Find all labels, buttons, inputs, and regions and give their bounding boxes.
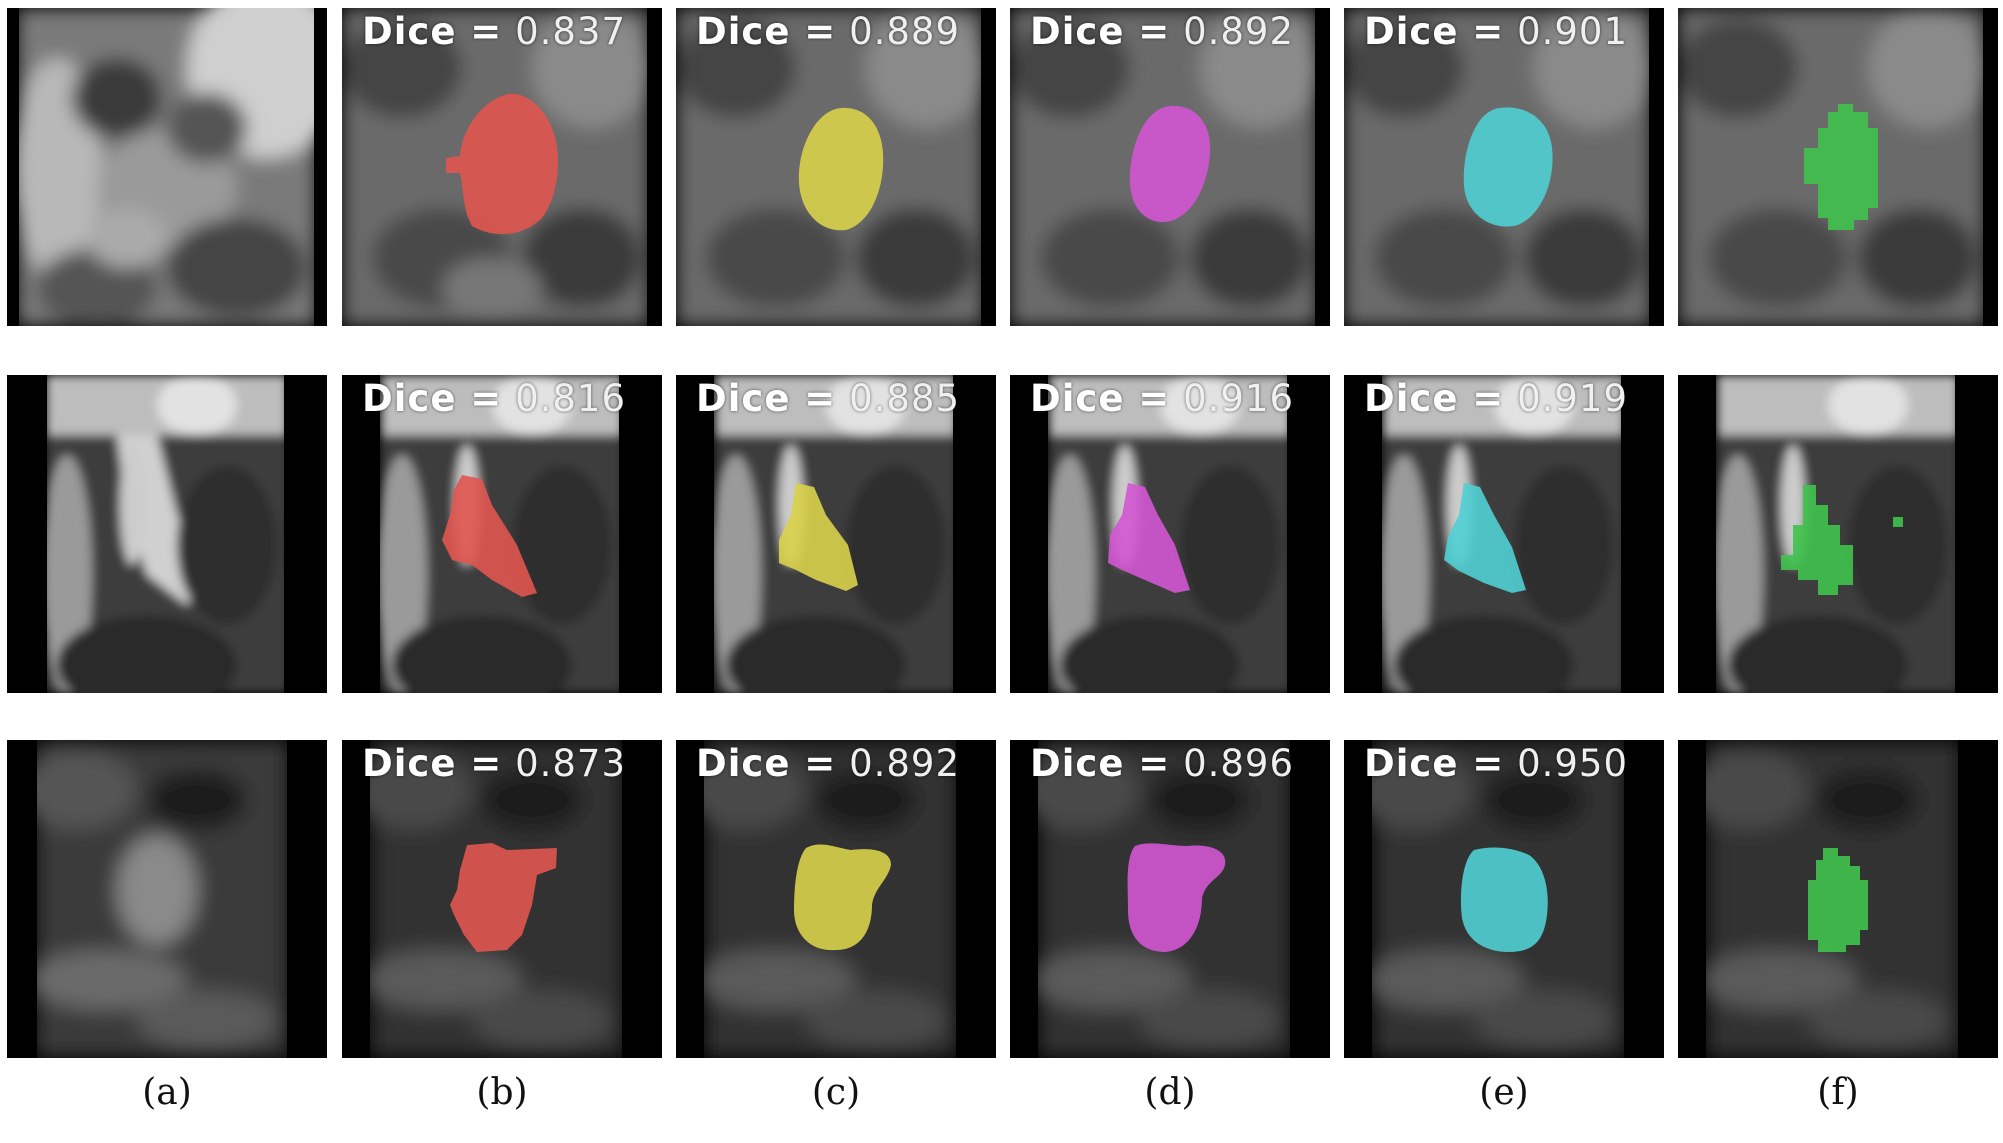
column-caption: (a) — [142, 1072, 192, 1113]
dice-score-label: Dice = 0.816 — [362, 377, 627, 420]
ground-truth-mask-overlay — [1781, 485, 1853, 595]
column-caption: (f) — [1817, 1072, 1859, 1113]
column-caption: (d) — [1144, 1072, 1196, 1113]
tumor-mask-overlay — [794, 844, 891, 951]
segmentation-panel: Dice = 0.837 — [342, 8, 662, 326]
tumor-mask-overlay — [1444, 483, 1526, 593]
ground-truth-panel — [1678, 8, 1998, 326]
ground-truth-mask-overlay — [1808, 848, 1868, 952]
tumor-mask-overlay — [450, 843, 557, 952]
segmentation-panel: Dice = 0.816 — [342, 375, 662, 693]
segmentation-panel: Dice = 0.892 — [1010, 8, 1330, 326]
dice-score-label: Dice = 0.889 — [696, 10, 961, 53]
dice-score-label: Dice = 0.837 — [362, 10, 627, 53]
ground-truth-panel — [1678, 740, 1998, 1058]
dice-score-label: Dice = 0.916 — [1030, 377, 1295, 420]
dice-score-label: Dice = 0.896 — [1030, 742, 1295, 785]
ground-truth-panel — [1678, 375, 1998, 693]
dice-score-label: Dice = 0.950 — [1364, 742, 1629, 785]
segmentation-panel: Dice = 0.919 — [1344, 375, 1664, 693]
segmentation-panel: Dice = 0.916 — [1010, 375, 1330, 693]
tumor-mask-overlay — [1129, 105, 1211, 223]
tumor-mask-overlay — [1108, 483, 1190, 593]
tumor-mask-overlay — [1127, 843, 1226, 952]
raw-ct-panel — [7, 740, 327, 1058]
dice-score-label: Dice = 0.901 — [1364, 10, 1629, 53]
segmentation-panel: Dice = 0.873 — [342, 740, 662, 1058]
raw-ct-panel — [7, 8, 327, 326]
dice-score-label: Dice = 0.873 — [362, 742, 627, 785]
column-caption: (e) — [1479, 1072, 1529, 1113]
dice-score-label: Dice = 0.892 — [696, 742, 961, 785]
column-caption: (b) — [476, 1072, 528, 1113]
tumor-mask-overlay — [442, 475, 537, 597]
column-caption: (c) — [811, 1072, 861, 1113]
segmentation-panel: Dice = 0.889 — [676, 8, 996, 326]
segmentation-panel: Dice = 0.901 — [1344, 8, 1664, 326]
dice-score-label: Dice = 0.919 — [1364, 377, 1629, 420]
tumor-mask-overlay — [779, 483, 858, 591]
ground-truth-mask-overlay — [1893, 517, 1903, 527]
segmentation-panel: Dice = 0.892 — [676, 740, 996, 1058]
ground-truth-mask-overlay — [1804, 104, 1878, 230]
tumor-mask-overlay — [798, 107, 884, 231]
dice-score-label: Dice = 0.892 — [1030, 10, 1295, 53]
tumor-mask-overlay — [1463, 107, 1553, 227]
segmentation-panel: Dice = 0.950 — [1344, 740, 1664, 1058]
tumor-mask-overlay — [1460, 847, 1548, 952]
raw-ct-panel — [7, 375, 327, 693]
segmentation-panel: Dice = 0.896 — [1010, 740, 1330, 1058]
dice-score-label: Dice = 0.885 — [696, 377, 961, 420]
tumor-mask-overlay — [446, 93, 559, 235]
segmentation-panel: Dice = 0.885 — [676, 375, 996, 693]
